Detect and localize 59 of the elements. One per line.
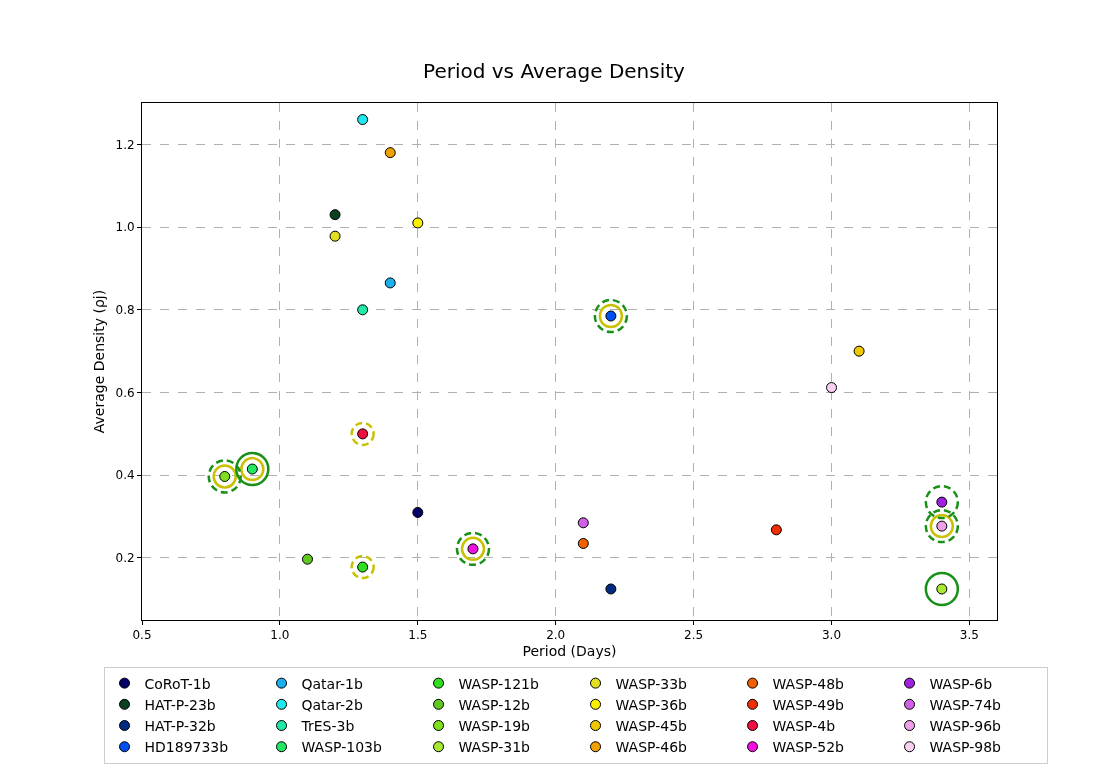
point [384, 277, 396, 289]
legend-label: WASP-52b [772, 739, 845, 756]
y-tick-label: 0.6 [115, 385, 135, 400]
legend-label: WASP-4b [772, 717, 836, 734]
legend-label: WASP-45b [615, 717, 688, 734]
legend-label: Qatar-2b [301, 696, 364, 713]
legend-label: WASP-98b [929, 739, 1002, 756]
point [357, 304, 369, 316]
x-tick-label: 1.0 [270, 628, 290, 643]
legend-label: HAT-P-32b [144, 717, 216, 734]
legend-label: WASP-31b [458, 739, 531, 756]
legend-label: WASP-96b [929, 717, 1002, 734]
legend-label: WASP-33b [615, 675, 688, 692]
y-tick-label: 1.0 [115, 220, 135, 235]
point [577, 517, 589, 529]
x-axis-title: Period (Days) [522, 642, 617, 659]
legend-label: WASP-48b [772, 675, 845, 692]
legend-label: WASP-74b [929, 696, 1002, 713]
x-tick-label: 3.0 [821, 628, 842, 643]
x-tick-label: 2.5 [684, 628, 704, 643]
legend-label: TrES-3b [300, 717, 355, 734]
legend-label: WASP-36b [615, 696, 688, 713]
y-tick-label: 0.8 [115, 303, 135, 317]
chart-title: Period vs Average Density [423, 58, 686, 83]
y-tick-label: 1.2 [115, 137, 135, 152]
legend-label: WASP-46b [615, 739, 688, 756]
legend-label: Qatar-1b [301, 675, 364, 692]
point [350, 554, 375, 580]
legend-label: WASP-6b [929, 675, 993, 692]
point [384, 147, 396, 159]
point [577, 537, 589, 549]
y-tick-label: 0.2 [115, 551, 135, 566]
point [357, 114, 369, 126]
legend-label: WASP-121b [458, 675, 539, 692]
point [412, 506, 424, 518]
point [853, 345, 865, 357]
point [329, 209, 341, 221]
point [329, 230, 341, 242]
y-tick-label: 0.4 [115, 468, 135, 483]
legend-label: HD189733b [144, 739, 229, 756]
x-tick-label: 2.0 [546, 628, 566, 643]
point [924, 571, 960, 607]
x-tick-label: 1.5 [408, 628, 428, 643]
point [826, 382, 838, 394]
point [605, 583, 617, 595]
point [350, 421, 375, 447]
y-axis-title: Average Density (ρj) [91, 289, 107, 434]
legend-label: WASP-12b [458, 696, 531, 713]
legend-label: HAT-P-23b [144, 696, 216, 713]
legend-label: WASP-19b [458, 717, 531, 734]
x-tick-label: 3.5 [959, 628, 979, 643]
point [924, 484, 960, 520]
x-tick-label: 0.5 [132, 628, 152, 643]
legend-label: WASP-103b [301, 739, 382, 756]
legend-label: CoRoT-1b [144, 675, 211, 692]
point [770, 524, 782, 536]
point [301, 553, 313, 565]
legend-label: WASP-49b [772, 696, 845, 713]
point [412, 217, 424, 229]
